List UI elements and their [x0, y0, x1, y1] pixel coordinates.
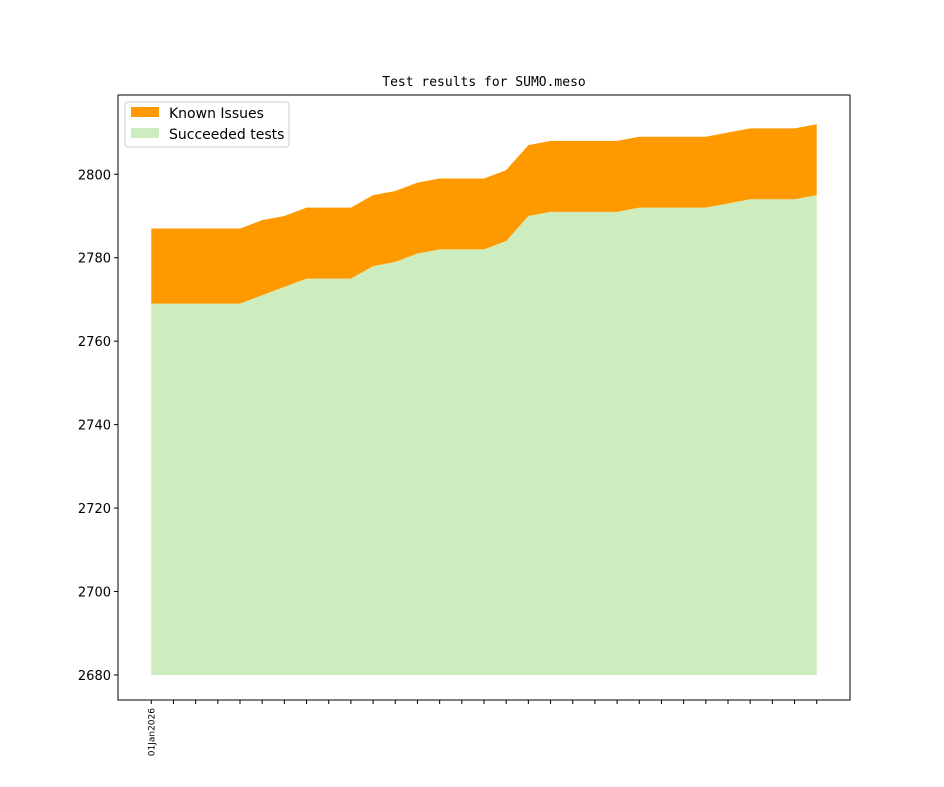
y-tick-label: 2680	[78, 669, 111, 684]
y-tick-label: 2740	[78, 419, 111, 434]
legend: Known Issues Succeeded tests	[124, 101, 290, 148]
y-tick-label: 2760	[78, 335, 111, 350]
legend-box	[124, 101, 290, 148]
legend-label-succeeded-tests: Succeeded tests	[169, 127, 284, 143]
chart-title: Test results for SUMO.meso	[382, 75, 586, 90]
area-known-issues	[151, 124, 817, 304]
legend-swatch-known-issues	[131, 107, 159, 117]
y-tick-label: 2780	[78, 252, 111, 267]
axes: 2680 2700 2720 2740 2760 2780 2800 01Jan2026	[78, 168, 818, 757]
x-tick-label: 01Jan2026	[147, 708, 157, 757]
area-succeeded-tests	[151, 195, 817, 675]
legend-label-known-issues: Known Issues	[169, 106, 264, 122]
plot-area	[151, 124, 817, 675]
y-tick-label: 2700	[78, 586, 111, 601]
y-tick-label: 2720	[78, 502, 111, 517]
legend-swatch-succeeded-tests	[131, 128, 159, 138]
y-tick-label: 2800	[78, 168, 111, 183]
